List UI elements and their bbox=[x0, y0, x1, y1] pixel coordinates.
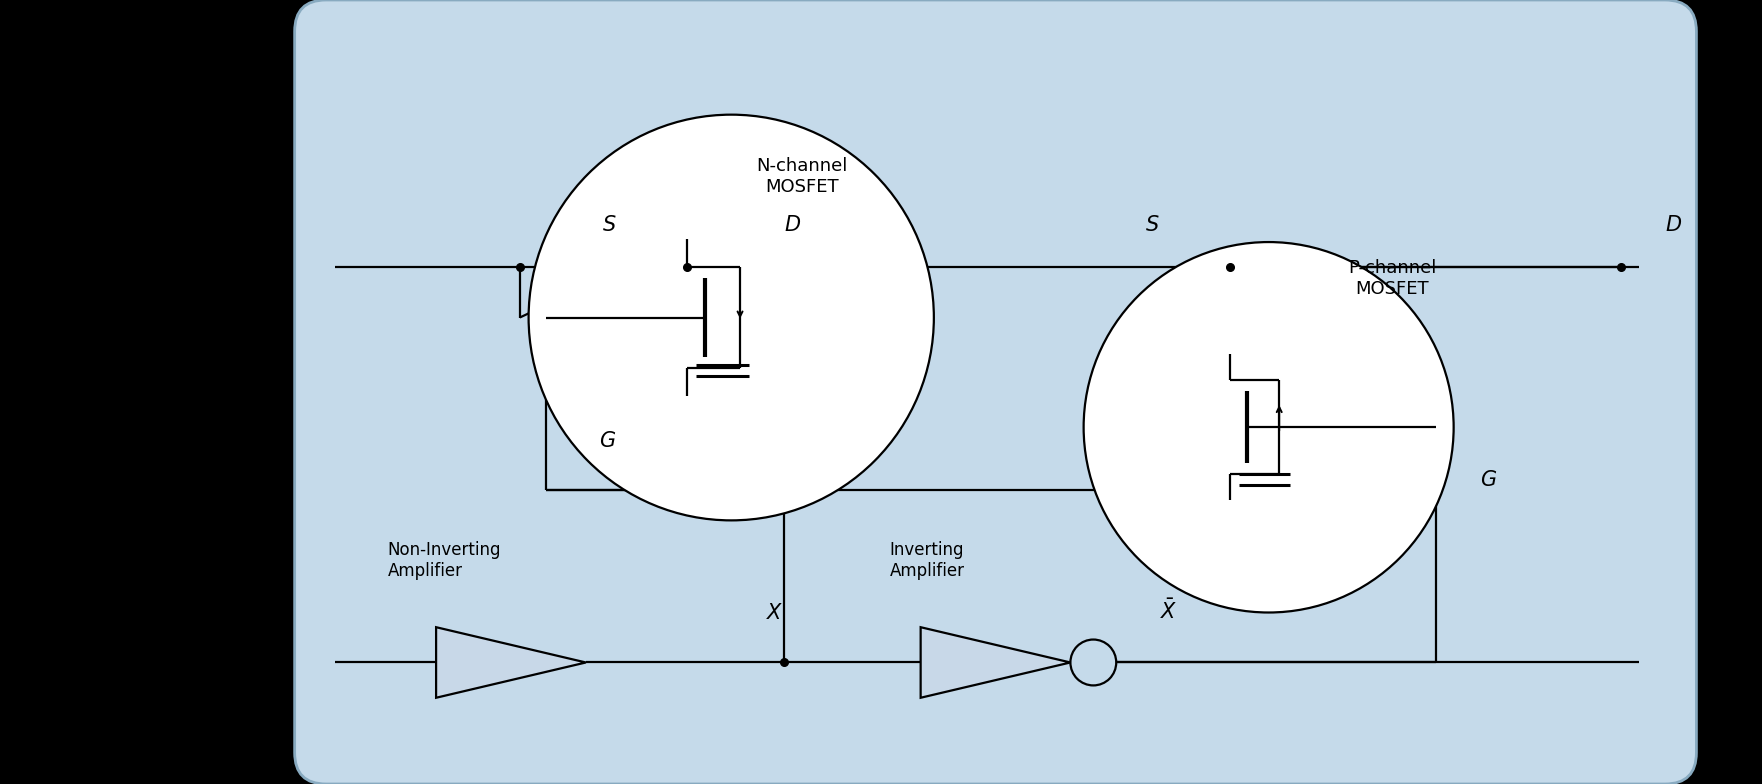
Text: Non-Inverting
Amplifier: Non-Inverting Amplifier bbox=[388, 542, 500, 580]
Polygon shape bbox=[435, 627, 585, 698]
Polygon shape bbox=[920, 627, 1070, 698]
Text: $D$: $D$ bbox=[784, 215, 802, 235]
Circle shape bbox=[1084, 242, 1454, 612]
Text: N-channel
MOSFET: N-channel MOSFET bbox=[756, 158, 848, 196]
Text: $S$: $S$ bbox=[603, 215, 617, 235]
Text: $G$: $G$ bbox=[599, 431, 617, 452]
Circle shape bbox=[1070, 640, 1117, 685]
Text: P-channel
MOSFET: P-channel MOSFET bbox=[1348, 260, 1436, 298]
Text: $D$: $D$ bbox=[1665, 215, 1683, 235]
Text: $G$: $G$ bbox=[1480, 470, 1498, 491]
Text: $\bar{X}$: $\bar{X}$ bbox=[1161, 599, 1177, 623]
Text: Inverting
Amplifier: Inverting Amplifier bbox=[890, 542, 966, 580]
Text: $S$: $S$ bbox=[1145, 215, 1159, 235]
FancyBboxPatch shape bbox=[294, 0, 1697, 784]
Text: $X$: $X$ bbox=[766, 603, 784, 623]
Circle shape bbox=[529, 114, 934, 521]
